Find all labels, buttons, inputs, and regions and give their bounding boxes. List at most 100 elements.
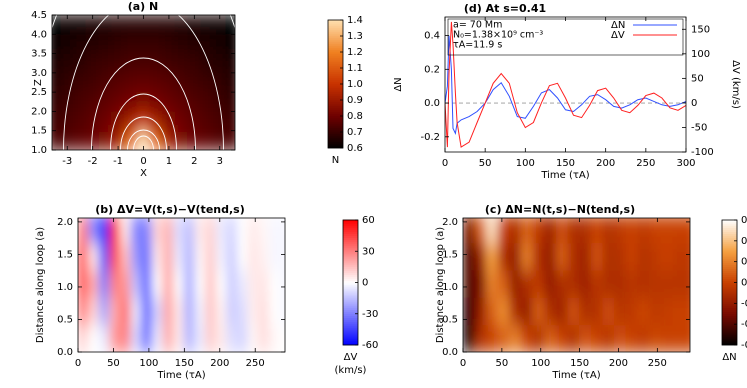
heatmap-cell — [212, 91, 227, 112]
heatmap-cell — [136, 15, 151, 35]
colorbar-swatch — [328, 87, 343, 91]
colorbar-swatch — [722, 237, 737, 240]
heatmap-cell — [52, 53, 62, 74]
colorbar-label: (km/s) — [335, 365, 367, 376]
heatmap-cell — [602, 324, 616, 352]
y-tick-label: 0.5 — [442, 314, 458, 325]
heatmap-cell — [141, 218, 153, 244]
heatmap-cell — [567, 218, 581, 244]
heatmap-cell — [151, 242, 164, 271]
colorbar-swatch — [722, 225, 737, 229]
heatmap-cell — [183, 242, 196, 271]
colorbar-swatch — [328, 91, 343, 95]
colorbar-swatch — [722, 245, 737, 248]
colorbar-swatch — [722, 250, 737, 254]
heatmap-cell — [109, 296, 122, 326]
heatmap-cell — [141, 296, 153, 326]
heatmap-cell — [109, 324, 122, 352]
heatmap-cell — [73, 91, 87, 112]
heatmap-cell — [183, 296, 196, 326]
colorbar-label: ΔV — [344, 352, 358, 363]
y2-tick-label: -50 — [691, 122, 707, 133]
colorbar-swatch — [343, 258, 358, 262]
colorbar-tick-label: 0.2 — [741, 236, 747, 247]
colorbar-swatch — [722, 305, 737, 309]
colorbar-swatch — [722, 243, 737, 246]
y-tick-label: 4.0 — [31, 29, 47, 40]
colorbar-swatch — [722, 323, 737, 326]
colorbar-tick-label: 0.7 — [347, 127, 363, 138]
colorbar-swatch — [328, 53, 343, 57]
heatmap-cell — [85, 91, 100, 112]
heatmap-cell — [279, 269, 285, 298]
heatmap-cell — [187, 72, 202, 93]
heatmap-cell — [637, 218, 651, 244]
colorbar-swatch — [722, 334, 737, 338]
heatmap-cell — [215, 218, 228, 244]
colorbar-swatch — [722, 307, 737, 311]
heatmap-cell — [120, 218, 132, 244]
heatmap-cell — [98, 110, 113, 132]
heatmap-cell — [162, 130, 176, 150]
heatmap-cell — [174, 15, 189, 35]
colorbar-tick-label: 30 — [362, 246, 375, 257]
heatmap-cell — [555, 218, 569, 244]
heatmap-cell — [555, 242, 569, 271]
heatmap-cell — [225, 110, 235, 132]
heatmap-cell — [497, 296, 511, 326]
colorbar-swatch — [343, 252, 358, 256]
annotation: N₀=1.38×10⁹ cm⁻³ — [453, 30, 543, 41]
x-tick-label: 200 — [210, 358, 229, 369]
heatmap-cell — [98, 218, 111, 244]
heatmap-cell — [136, 130, 151, 150]
colorbar-swatch — [722, 278, 737, 281]
heatmap-cell — [85, 53, 100, 74]
colorbar-swatch — [343, 243, 358, 246]
colorbar-swatch — [722, 221, 737, 225]
colorbar-tick-label: -0.1 — [741, 298, 747, 309]
heatmap-cell — [614, 218, 627, 244]
heatmap-cell — [237, 296, 249, 326]
heatmap-cell — [136, 33, 151, 55]
heatmap-cell — [149, 33, 164, 55]
heatmap-cell — [625, 296, 639, 326]
colorbar-swatch — [343, 299, 358, 303]
colorbar-swatch — [722, 233, 737, 236]
heatmap-cell — [497, 218, 511, 244]
heatmap-cell — [187, 91, 202, 112]
colorbar-swatch — [328, 75, 343, 79]
colorbar-swatch — [722, 276, 737, 279]
colorbar-swatch — [328, 39, 343, 43]
heatmap-cell — [162, 242, 175, 271]
heatmap-cell — [73, 33, 87, 55]
colorbar-swatch — [722, 315, 737, 318]
plot-frame — [462, 217, 691, 353]
heatmap-cell — [226, 242, 239, 271]
heatmap-cell — [590, 324, 604, 352]
colorbar-swatch — [328, 67, 343, 71]
colorbar-swatch — [722, 256, 737, 260]
heatmap-cell — [162, 15, 176, 35]
heatmap-cell — [590, 269, 604, 298]
colorbar-swatch — [328, 35, 343, 39]
colorbar-swatch — [722, 231, 737, 234]
heatmap-cell — [602, 218, 616, 244]
heatmap-cell — [485, 324, 499, 352]
colorbar-swatch — [343, 323, 358, 326]
colorbar-swatch — [328, 55, 343, 59]
colorbar-swatch — [343, 317, 358, 320]
colorbar-swatch — [328, 51, 343, 55]
y-tick-label: 1.5 — [442, 249, 458, 260]
heatmap-cell — [212, 110, 227, 132]
heatmap-cell — [183, 269, 196, 298]
heatmap-cell — [120, 324, 132, 352]
colorbar-swatch — [328, 29, 343, 33]
heatmap-cell — [78, 269, 90, 298]
colorbar-swatch — [722, 336, 737, 340]
heatmap-cell — [205, 218, 217, 244]
line-series — [445, 21, 686, 148]
colorbar-swatch — [328, 63, 343, 67]
heatmap-cells — [463, 218, 690, 352]
heatmap-cell — [200, 72, 214, 93]
